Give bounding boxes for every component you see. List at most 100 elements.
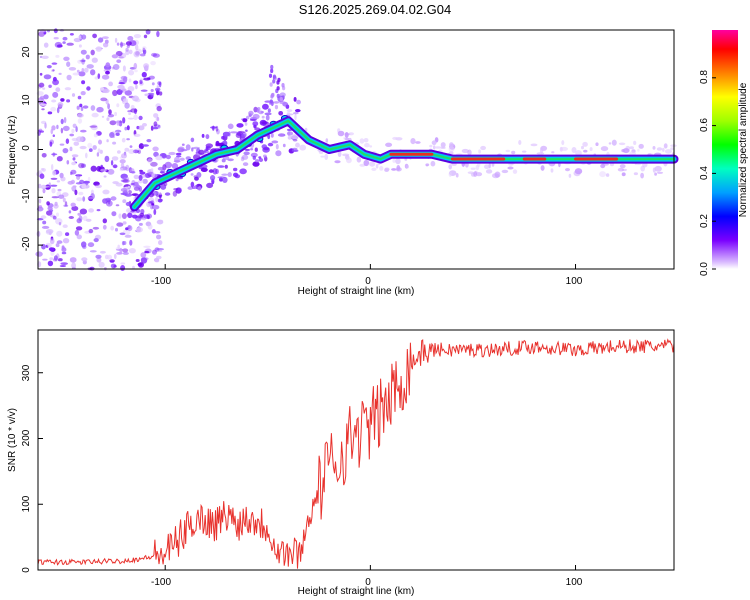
spectrogram-cell bbox=[248, 110, 254, 116]
colorbar-tick-5: 0.8 bbox=[699, 70, 710, 84]
spectrogram-cell bbox=[638, 143, 644, 149]
spectrogram-cell bbox=[135, 227, 143, 233]
spectrogram-cell bbox=[61, 245, 65, 250]
spectrogram-cell bbox=[431, 140, 437, 145]
spectrogram-cell bbox=[66, 160, 70, 165]
spectrogram-cell bbox=[241, 154, 249, 160]
spectrogram-cell bbox=[49, 238, 55, 245]
spectrogram-cell bbox=[77, 95, 82, 100]
spectrogram-cell bbox=[291, 147, 298, 151]
spectrogram-cell bbox=[395, 167, 402, 172]
spectrogram-cell bbox=[278, 111, 284, 116]
spectrogram-cell bbox=[119, 232, 126, 236]
spectrogram-cell bbox=[135, 44, 139, 51]
spectrogram-cell bbox=[101, 74, 110, 80]
spectrogram-cell bbox=[429, 144, 433, 148]
snr-y-tick-3: 100 bbox=[21, 495, 32, 512]
spectrogram-cell bbox=[664, 149, 672, 154]
spectrogram-cell bbox=[133, 183, 140, 189]
spectrogram-cell bbox=[105, 62, 111, 68]
spectrogram-cell bbox=[63, 56, 70, 61]
spectrogram-cell bbox=[633, 140, 637, 145]
spectrogram-cell bbox=[62, 148, 69, 154]
spectrogram-cell bbox=[41, 153, 47, 158]
spectrogram-cell bbox=[81, 183, 87, 189]
spectrogram-cell bbox=[599, 171, 606, 178]
spectrogram-cell bbox=[363, 159, 370, 167]
spectrogram-cell bbox=[122, 248, 129, 253]
spectrogram-cell bbox=[165, 154, 171, 160]
spectrogram-cell bbox=[135, 84, 138, 90]
spectrogram-cell bbox=[263, 154, 267, 158]
spectrogram-cell bbox=[262, 103, 269, 110]
spectrogram-cell bbox=[93, 133, 98, 138]
spectrogram-cell bbox=[267, 108, 271, 113]
spectrogram-cell bbox=[138, 174, 143, 181]
spectrogram-cell bbox=[41, 225, 50, 229]
spectrogram-cell bbox=[62, 238, 70, 244]
spectrogram-cell bbox=[138, 185, 142, 192]
spectrogram-cell bbox=[348, 132, 355, 136]
spectrogram-cell bbox=[275, 143, 279, 150]
spectrogram-cell bbox=[221, 135, 225, 140]
spectrogram-cell bbox=[190, 173, 194, 176]
spectrogram-cell bbox=[150, 61, 156, 66]
spectrogram-cell bbox=[35, 251, 43, 257]
spectrogram-cell bbox=[640, 172, 644, 179]
spectrogram-cell bbox=[56, 240, 63, 244]
spectrogram-y-tick-2: 10 bbox=[21, 94, 32, 106]
spectrogram-cell bbox=[72, 123, 77, 128]
spectrogram-cell bbox=[286, 131, 294, 136]
spectrogram-cell bbox=[131, 171, 136, 174]
spectrogram-cell bbox=[196, 184, 200, 188]
spectrogram-cell bbox=[154, 231, 161, 234]
spectrogram-cell bbox=[106, 139, 109, 143]
spectrogram-cell bbox=[115, 227, 118, 232]
spectrogram-cell bbox=[127, 117, 134, 120]
spectrogram-cell bbox=[150, 168, 154, 172]
spectrogram-cell bbox=[143, 34, 148, 39]
spectrogram-cell bbox=[153, 151, 159, 157]
spectrogram-cell bbox=[662, 147, 665, 152]
spectrogram-cell bbox=[145, 221, 152, 227]
spectrogram-cell bbox=[337, 130, 345, 137]
spectrogram-y-tick-5: -20 bbox=[21, 236, 32, 251]
spectrogram-cell bbox=[132, 265, 135, 270]
spectrogram-cell bbox=[78, 215, 83, 222]
spectrogram-cell bbox=[230, 131, 238, 134]
snr-x-tick-2: 0 bbox=[365, 577, 371, 588]
spectrogram-cell bbox=[364, 143, 370, 148]
spectrogram-cell bbox=[160, 169, 166, 175]
colorbar: 0.0 0.2 0.4 0.6 0.8 Normalized spectral … bbox=[699, 30, 749, 276]
spectrogram-cell bbox=[102, 218, 108, 224]
spectrogram-cell bbox=[117, 150, 121, 154]
spectrogram-cell bbox=[197, 186, 202, 191]
spectrogram-cell bbox=[168, 151, 176, 156]
spectrogram-cell bbox=[90, 165, 97, 172]
spectrogram-cell bbox=[480, 145, 486, 151]
spectrogram-cell bbox=[53, 255, 58, 261]
spectrogram-cell bbox=[448, 146, 455, 152]
spectrogram-cell bbox=[38, 82, 45, 88]
spectrogram-cell bbox=[501, 169, 509, 174]
spectrogram-cell bbox=[249, 118, 257, 122]
spectrogram-cell bbox=[38, 198, 42, 204]
spectrogram-cell bbox=[392, 158, 396, 163]
spectrogram-cell bbox=[99, 149, 103, 154]
spectrogram-cell bbox=[69, 33, 74, 36]
spectrogram-cell bbox=[97, 37, 104, 43]
spectrogram-cell bbox=[150, 94, 154, 97]
spectrogram-cell bbox=[573, 170, 581, 177]
spectrogram-cell bbox=[448, 171, 452, 177]
spectrogram-cell bbox=[154, 87, 161, 92]
spectrogram-cell bbox=[152, 126, 159, 130]
spectrogram-ticks bbox=[38, 53, 577, 269]
spectrogram-cell bbox=[75, 226, 83, 231]
spectrogram-cell bbox=[279, 101, 287, 105]
spectrogram-cell bbox=[583, 149, 588, 153]
spectrogram-cell bbox=[171, 163, 179, 169]
spectrogram-cell bbox=[112, 64, 120, 70]
spectrogram-cell bbox=[55, 87, 61, 92]
spectrogram-cell bbox=[92, 33, 97, 39]
spectrogram-cell bbox=[71, 93, 76, 97]
